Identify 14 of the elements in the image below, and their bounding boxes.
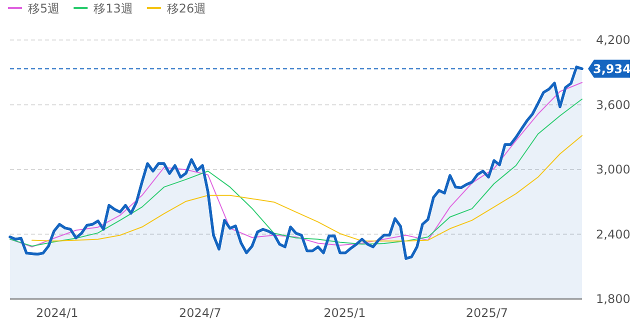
legend-label: 移13週: [94, 2, 133, 16]
x-tick-label: 2024/7: [179, 306, 222, 320]
line-series: [32, 135, 582, 242]
x-tick-label: 2025/7: [466, 306, 508, 320]
legend-label: 移5週: [28, 2, 60, 16]
y-tick-label: 2,400: [596, 227, 630, 242]
legend-label: 移26週: [166, 2, 206, 16]
y-tick-label: 3,000: [596, 162, 630, 176]
y-tick-label: 3,600: [596, 98, 630, 112]
y-tick-label: 1,800: [596, 292, 630, 306]
ref-line-label: 3,934: [593, 62, 631, 76]
x-tick-label: 2024/1: [36, 306, 78, 320]
y-tick-label: 4,200: [596, 33, 630, 47]
x-tick-label: 2025/1: [324, 306, 366, 320]
